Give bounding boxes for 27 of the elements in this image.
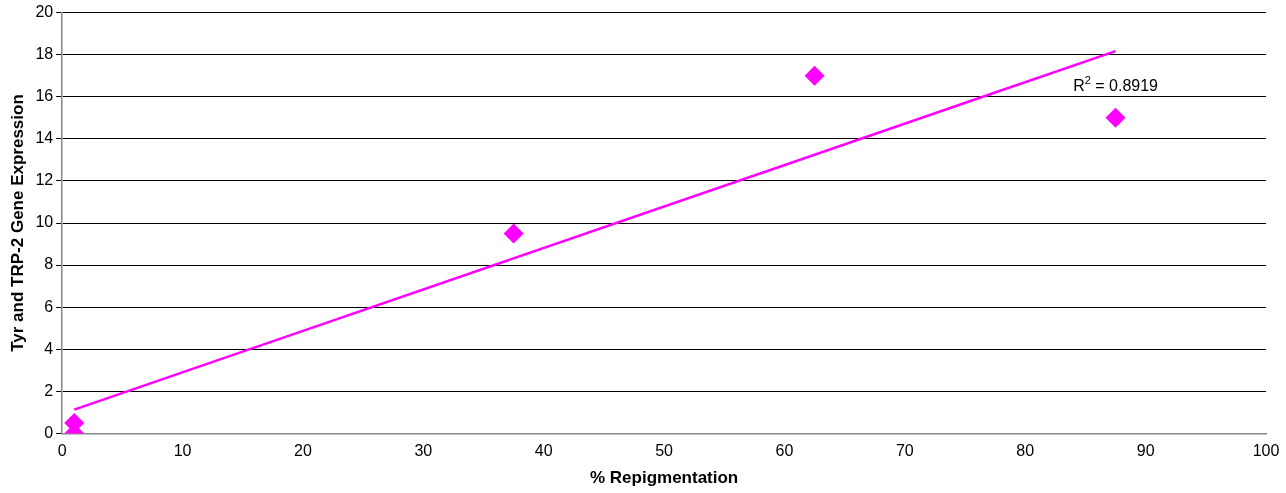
y-tick-label: 8 (44, 255, 54, 273)
x-tick-label: 20 (294, 442, 312, 460)
y-tick-label: 4 (44, 339, 54, 357)
y-tick-label: 0 (44, 423, 54, 441)
point (1105, 107, 1126, 128)
x-tick-label: 80 (1016, 442, 1035, 460)
x-tick-label: 40 (534, 442, 553, 460)
point (804, 65, 825, 86)
y-axis-title: Tyr and TRP-2 Gene Expression (7, 94, 27, 352)
x-tick-label: 30 (414, 442, 433, 460)
x-axis-title: % Repigmentation (589, 468, 739, 488)
y-tick-label: 20 (35, 3, 54, 21)
point (503, 223, 524, 244)
y-tick-label: 18 (35, 45, 54, 63)
x-tick-label: 90 (1136, 442, 1155, 460)
x-tick-label: 0 (57, 442, 67, 460)
x-tick-label: 10 (173, 442, 192, 460)
x-tick-label: 60 (775, 442, 794, 460)
x-tick-label: 100 (1252, 442, 1280, 460)
y-tick-label: 6 (44, 297, 54, 315)
y-tick-label: 14 (35, 129, 54, 147)
x-tick-label: 50 (655, 442, 674, 460)
y-tick-label: 10 (35, 213, 54, 231)
y-tick-label: 12 (35, 171, 54, 189)
y-tick-label: 2 (44, 381, 54, 399)
y-tick-label: 16 (35, 87, 54, 105)
x-tick-label: 70 (895, 442, 914, 460)
